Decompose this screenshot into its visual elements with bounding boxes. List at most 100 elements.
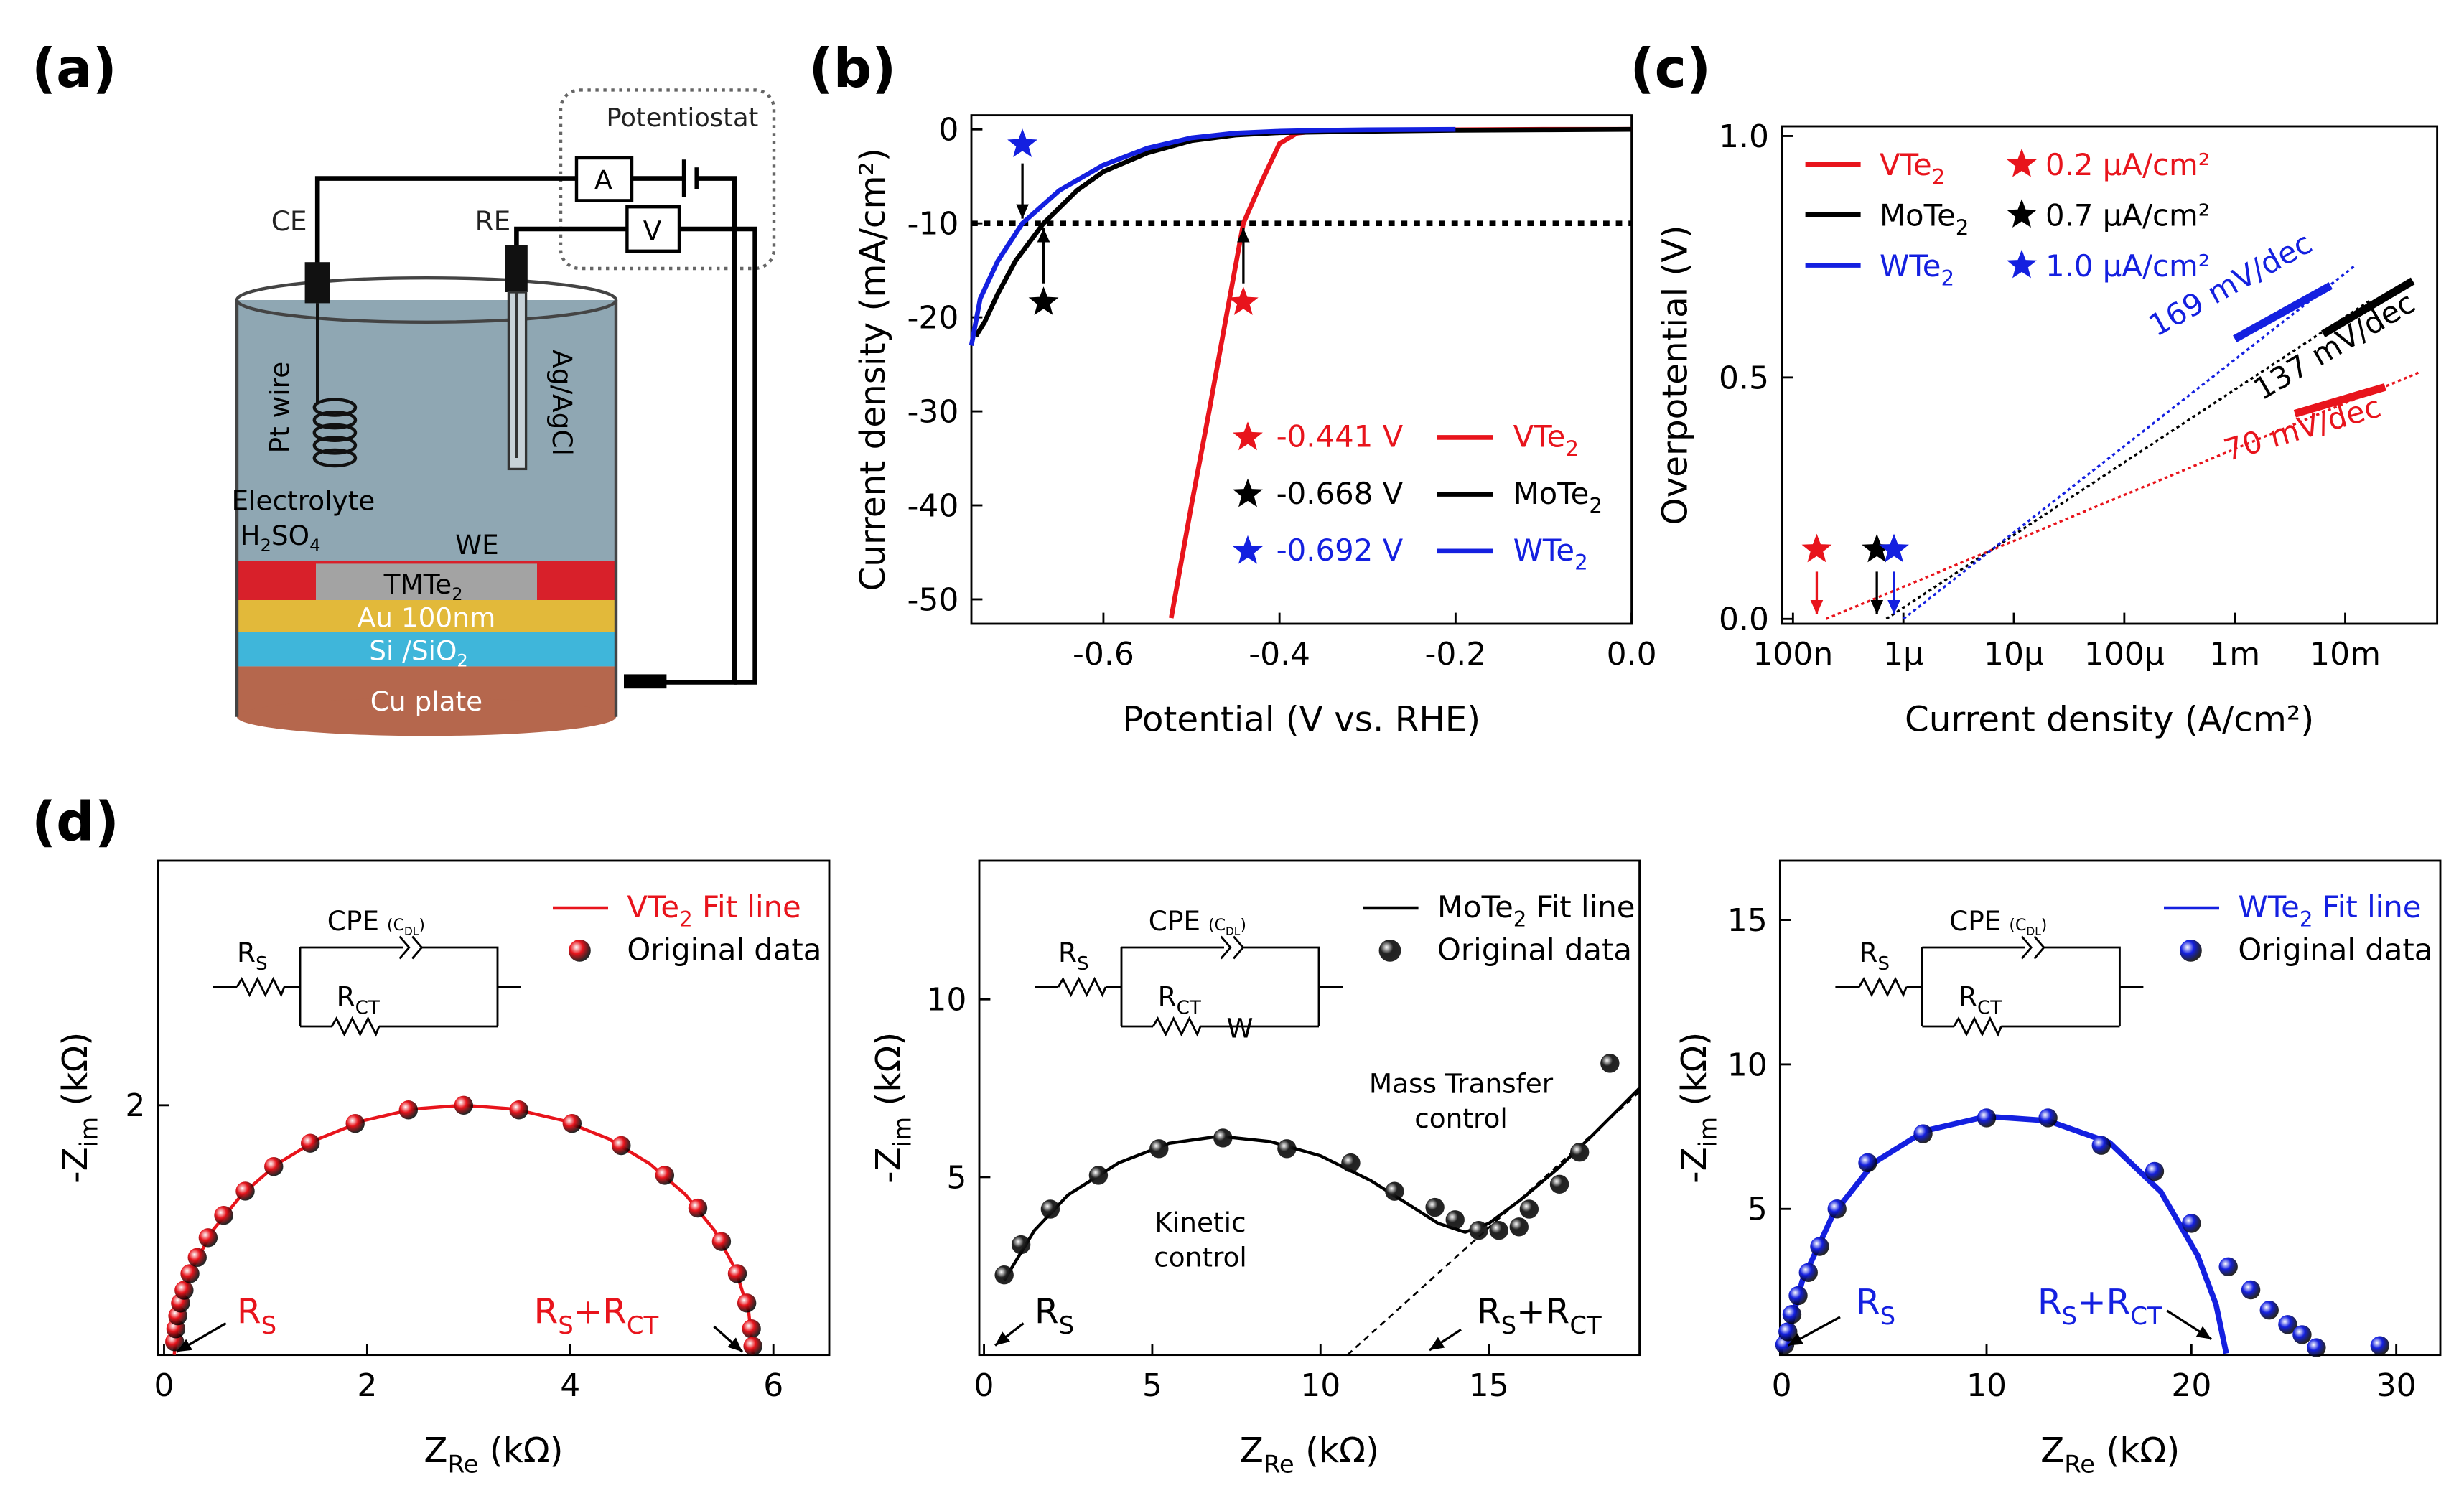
arrow-head <box>1429 1337 1445 1351</box>
marker-star <box>1028 286 1059 315</box>
curve <box>969 126 1456 346</box>
tmte2-layer <box>316 563 537 601</box>
x-tick-label: 5 <box>1142 1367 1162 1404</box>
legend-name-part: 2 <box>1565 436 1579 461</box>
legend-star <box>2007 199 2037 228</box>
annotation-part: R <box>1477 1292 1501 1332</box>
annotation-part: S <box>2062 1302 2078 1330</box>
legend-name: Original data <box>2238 932 2432 968</box>
label: H2SO4 <box>240 520 320 556</box>
plot-frame <box>1778 859 2442 1357</box>
circuit-label-part: R <box>1859 937 1877 968</box>
data-point <box>1810 1237 1829 1256</box>
legend-name-part: WTe <box>2238 889 2299 925</box>
arrow-head <box>1788 1333 1803 1346</box>
data-point <box>1445 1210 1465 1230</box>
data-point <box>1798 1263 1818 1283</box>
circuit-wire <box>1835 946 2144 1037</box>
legend-name: VTe2 Fit line <box>627 889 801 932</box>
legend-label: -0.441 V <box>1277 419 1404 454</box>
circuit-label: (CDL) <box>2009 917 2047 938</box>
label-part: SO <box>271 520 309 551</box>
note: Kinetic <box>1154 1207 1246 1238</box>
circuit-label: RCT <box>1959 980 2002 1019</box>
tafel-fit <box>2233 282 2333 342</box>
tafel-extrapolation <box>1885 299 2371 620</box>
data-point <box>743 1337 762 1356</box>
x-tick-label: 1μ <box>1883 636 1923 673</box>
label: Potentiostat <box>606 103 758 133</box>
label-part: 2 <box>457 650 467 670</box>
x-tick-label: 10m <box>2310 636 2381 673</box>
data-point <box>1782 1305 1802 1324</box>
ammeter <box>574 156 634 202</box>
label: Ag/AgCl <box>546 350 578 456</box>
data-point <box>2182 1214 2201 1233</box>
annotation-part: R <box>1856 1282 1880 1322</box>
data-point <box>2218 1257 2238 1276</box>
data-point <box>1277 1139 1297 1159</box>
data-point <box>345 1114 365 1133</box>
data-point <box>1519 1199 1539 1219</box>
legend-star <box>2007 249 2037 279</box>
plot-frame <box>978 859 1641 1357</box>
cpe-symbol <box>1220 935 1245 960</box>
plot-frame <box>157 859 831 1357</box>
contact <box>624 674 667 689</box>
y-tick-label: 0 <box>938 112 958 149</box>
tafel-extrapolation <box>1903 265 2355 620</box>
y-tick-label: 5 <box>946 1159 966 1196</box>
annotation-part: S <box>1880 1302 1896 1330</box>
data-point <box>174 1281 194 1300</box>
circuit-label-part: R <box>337 980 355 1012</box>
annotation-part: S <box>558 1311 574 1339</box>
circuit-label-part: S <box>256 953 268 975</box>
legend-name: VTe2 <box>1513 419 1579 462</box>
legend-name-part: Fit line <box>1526 889 1635 925</box>
circuit-label-part: R <box>1959 980 1977 1012</box>
panel-label: (b) <box>808 37 896 100</box>
legend-name-part: 2 <box>1513 907 1527 932</box>
legend-name: WTe2 <box>1513 533 1588 575</box>
data-point <box>187 1248 207 1267</box>
legend-star <box>1233 478 1263 507</box>
legend-name-part: MoTe <box>1437 889 1513 925</box>
data-point <box>214 1205 233 1225</box>
x-axis-label-part: (kΩ) <box>2095 1431 2180 1471</box>
circuit-label-part: CT <box>1977 998 2002 1019</box>
label: A <box>594 164 613 196</box>
circuit-label: (CDL) <box>1208 917 1246 938</box>
note: Mass Transfer <box>1369 1067 1554 1099</box>
legend-name-part: 2 <box>1956 215 1969 240</box>
data-point <box>1569 1143 1590 1162</box>
electrolyte <box>237 300 616 561</box>
arrow-head <box>177 1339 192 1352</box>
data-point <box>2091 1136 2111 1155</box>
wire <box>663 176 737 685</box>
data-point <box>1469 1221 1488 1240</box>
data-point <box>235 1181 255 1201</box>
legend-name: Original data <box>627 932 821 968</box>
legend-name-part: 2 <box>1932 165 1946 189</box>
label-part: 2 <box>261 535 271 556</box>
legend-name-part: Fit line <box>693 889 801 925</box>
circuit-label-part: R <box>1058 937 1077 968</box>
data-point <box>2259 1300 2279 1320</box>
circuit-label-part: CT <box>355 998 381 1019</box>
legend-label: 1.0 μA/cm² <box>2045 248 2210 284</box>
legend-label: 0.2 μA/cm² <box>2045 147 2210 182</box>
x-axis-label-part: Re <box>2064 1451 2095 1479</box>
arrow-head <box>1237 228 1250 243</box>
slope-label: 137 mV/dec <box>2247 285 2421 407</box>
arrow-head <box>995 1331 1011 1346</box>
legend-name-part: MoTe <box>1880 198 1956 233</box>
label: WE <box>455 529 499 561</box>
label-part: Si /SiO <box>369 635 457 667</box>
label-part: 4 <box>309 535 320 556</box>
circuit-wire <box>1035 946 1343 1037</box>
circuit-label: CPE <box>327 905 379 937</box>
y-axis-label-part: im <box>75 1117 103 1147</box>
counter-electrode <box>304 262 330 304</box>
data-point <box>2278 1315 2297 1334</box>
annotation-part: S <box>1501 1311 1517 1339</box>
